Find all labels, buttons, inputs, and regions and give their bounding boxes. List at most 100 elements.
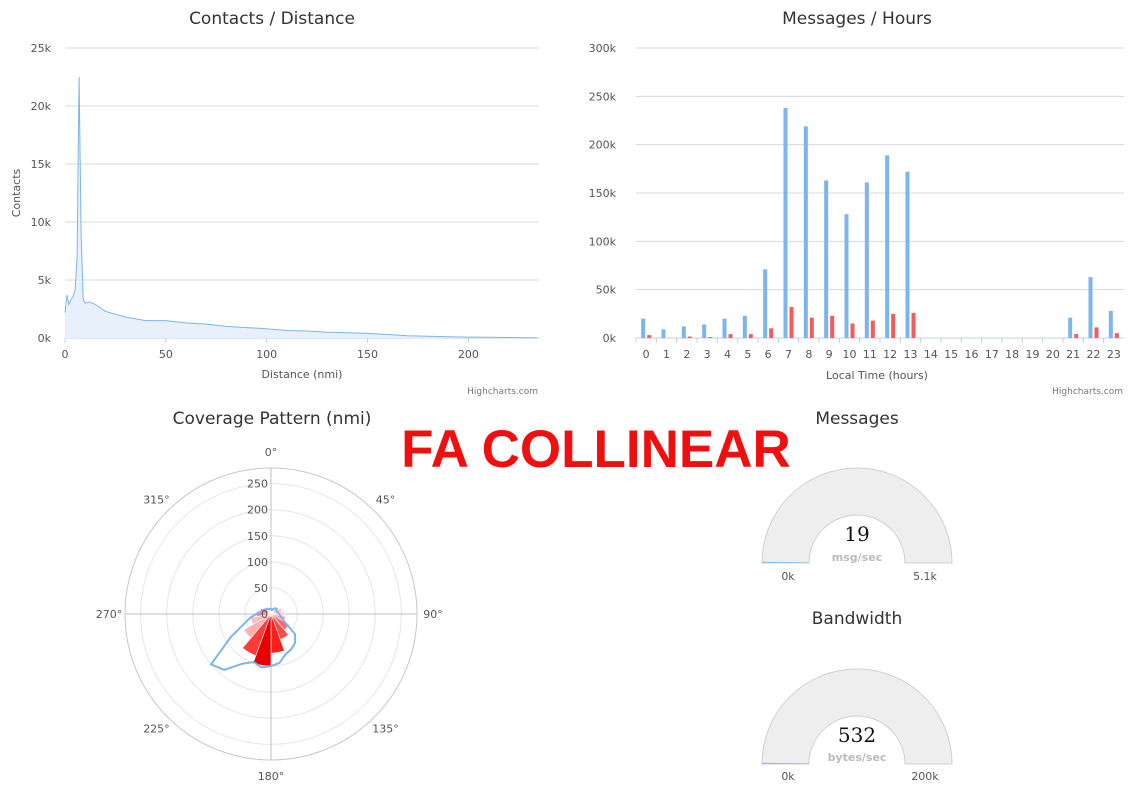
polar-radius-label: 100: [247, 556, 268, 569]
hours-bar: [748, 334, 753, 338]
hours-x-tick-label: 23: [1107, 348, 1121, 361]
polar-angle-label: 225°: [143, 723, 170, 736]
bandwidth-gauge-max: 200k: [911, 770, 939, 783]
contacts-y-tick-label: 20k: [31, 100, 52, 113]
credits-right[interactable]: Highcharts.com: [1052, 387, 1123, 397]
contacts-x-tick-label: 50: [159, 348, 173, 361]
polar-angle-label: 180°: [258, 770, 285, 783]
hours-y-tick-label: 250k: [589, 90, 617, 103]
bandwidth-gauge-track: [761, 668, 953, 765]
polar-radius-label: 150: [247, 530, 268, 543]
messages-gauge: Messages 19 msg/sec 0k 5.1k: [761, 409, 953, 583]
contacts-y-axis-labels: 0k 5k 10k 15k 20k 25k: [31, 42, 52, 345]
hours-bar: [641, 318, 646, 338]
hours-y-tick-label: 50k: [596, 284, 617, 297]
hours-y-tick-label: 0k: [603, 332, 617, 345]
bandwidth-gauge-unit: bytes/sec: [828, 751, 887, 764]
contacts-x-axis-labels: 0 50 100 150 200: [62, 348, 479, 361]
hours-bar: [864, 182, 869, 338]
hours-bar: [742, 315, 747, 338]
contacts-x-tick-label: 100: [256, 348, 277, 361]
bandwidth-gauge-title: Bandwidth: [812, 609, 903, 629]
hours-bar: [891, 313, 896, 338]
contacts-x-tick-label: 200: [458, 348, 479, 361]
hours-bar: [1088, 277, 1093, 338]
messages-gauge-title: Messages: [815, 409, 899, 429]
coverage-chart-title: Coverage Pattern (nmi): [173, 409, 372, 429]
hours-x-tick-label: 11: [863, 348, 877, 361]
hours-bar: [702, 324, 707, 338]
polar-radius-label: 250: [247, 478, 268, 491]
hours-x-tick-label: 12: [883, 348, 897, 361]
coverage-pattern-chart: Coverage Pattern (nmi) 0 50 100 150 200 250 0…: [96, 409, 443, 783]
hours-y-tick-label: 300k: [589, 42, 617, 55]
hours-x-tick-label: 6: [765, 348, 772, 361]
hours-x-tick-label: 2: [683, 348, 690, 361]
hours-bar: [1094, 327, 1099, 338]
hours-bar: [722, 318, 727, 338]
messages-gauge-track: [761, 467, 953, 564]
hours-y-tick-label: 150k: [589, 187, 617, 200]
contacts-x-tick-label: 150: [357, 348, 378, 361]
hours-x-tick-label: 3: [704, 348, 711, 361]
polar-angle-label: 135°: [372, 723, 399, 736]
hours-bar: [1074, 334, 1079, 338]
bandwidth-gauge: Bandwidth 532 bytes/sec 0k 200k: [761, 609, 953, 783]
hours-y-tick-label: 200k: [589, 139, 617, 152]
hours-x-tick-label: 13: [904, 348, 918, 361]
hours-x-tick-label: 18: [1005, 348, 1019, 361]
contacts-grid: [64, 47, 539, 343]
polar-angle-label: 0°: [265, 446, 278, 459]
polar-radius-label: 200: [247, 504, 268, 517]
hours-bar: [824, 180, 829, 338]
hours-chart-title: Messages / Hours: [782, 9, 932, 29]
hours-bar: [681, 326, 686, 338]
hours-x-tick-label: 16: [965, 348, 979, 361]
hours-x-tick-label: 8: [805, 348, 812, 361]
hours-bar: [789, 307, 794, 338]
hours-bar: [769, 328, 774, 338]
contacts-y-tick-label: 25k: [31, 42, 52, 55]
hours-y-axis-labels: 0k 50k 100k 150k 200k 250k 300k: [589, 42, 617, 345]
contacts-chart-title: Contacts / Distance: [189, 9, 355, 29]
polar-sectors: [242, 606, 290, 667]
polar-angle-label: 315°: [143, 493, 170, 506]
hours-bar: [763, 269, 768, 338]
hours-bar: [1068, 317, 1073, 338]
messages-gauge-fill: [761, 561, 809, 563]
bandwidth-gauge-fill: [761, 762, 809, 764]
hours-x-tick-label: 4: [724, 348, 731, 361]
polar-sector: [243, 613, 272, 639]
hours-bar: [783, 107, 788, 338]
polar-angle-label: 45°: [376, 493, 396, 506]
hours-x-tick-label: 14: [924, 348, 938, 361]
messages-gauge-value: 19: [844, 522, 869, 546]
hours-bar: [870, 320, 875, 338]
hours-bar: [905, 171, 910, 338]
polar-sector: [242, 613, 272, 656]
hours-x-tick-label: 7: [785, 348, 792, 361]
messages-hours-chart: Messages / Hours 0k50k100k150k200k250k30…: [589, 9, 1124, 397]
hours-x-tick-label: 0: [643, 348, 650, 361]
hours-y-tick-label: 100k: [589, 235, 617, 248]
hours-bar: [708, 337, 713, 338]
hours-bar: [885, 155, 890, 338]
hours-x-tick-label: 20: [1046, 348, 1060, 361]
polar-radius-labels: 0 50 100 150 200 250: [247, 478, 268, 621]
hours-x-tick-label: 9: [826, 348, 833, 361]
hours-bar: [661, 329, 666, 338]
hours-x-tick-label: 21: [1066, 348, 1080, 361]
contacts-y-axis-title: Contacts: [10, 168, 23, 217]
hours-bars: [641, 107, 1119, 338]
polar-angle-labels: 0° 45° 90° 135° 180° 225° 270° 315°: [96, 446, 443, 783]
hours-bar: [1114, 333, 1119, 338]
hours-x-axis-labels: 0 1 2 3 4 5 6 7 8 9 10 11 12 13 14 15 16 17 18 19 20 21 22 23: [643, 348, 1121, 361]
hours-bar: [728, 334, 733, 338]
credits-left[interactable]: Highcharts.com: [467, 387, 538, 397]
hours-bar: [809, 317, 814, 338]
hours-bar: [850, 323, 855, 338]
messages-gauge-max: 5.1k: [913, 570, 937, 583]
hours-x-tick-label: 15: [944, 348, 958, 361]
hours-bar: [687, 336, 692, 338]
